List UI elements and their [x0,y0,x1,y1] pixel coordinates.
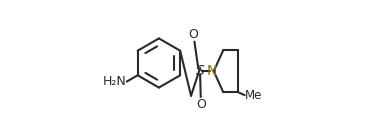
Text: N: N [206,64,217,78]
Text: Me: Me [245,89,263,102]
Text: H₂N: H₂N [102,75,126,88]
Text: O: O [188,27,198,41]
Text: S: S [196,64,205,78]
Text: O: O [196,98,206,111]
